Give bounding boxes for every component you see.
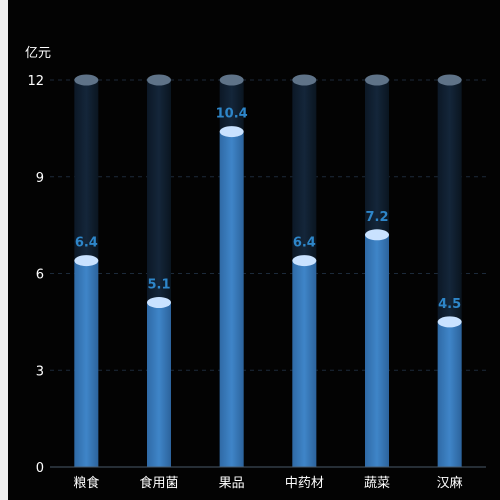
x-tick-label: 汉麻 — [437, 476, 463, 491]
bar-cap — [147, 297, 171, 309]
x-tick-label: 食用菌 — [139, 475, 178, 491]
grid-layer — [50, 79, 486, 371]
data-label: 7.2 — [365, 210, 388, 225]
bar-cap — [365, 229, 389, 241]
bar-cap — [292, 255, 317, 267]
y-tick-label: 12 — [27, 74, 44, 89]
bar-cap — [437, 316, 462, 328]
data-label: 6.4 — [293, 236, 316, 251]
bar-track-cap — [147, 74, 171, 86]
bar — [219, 131, 244, 467]
bar-chart: 6.4 5.1 10.4 6.4 7.2 4.5 亿元 0 3 6 9 12 粮食 食用菌 果品 中药材 蔬… — [25, 46, 486, 491]
y-axis-unit-label: 亿元 — [25, 46, 51, 61]
x-tick-label: 蔬菜 — [364, 476, 390, 491]
data-label: 6.4 — [75, 236, 98, 251]
y-tick-label: 0 — [36, 461, 44, 476]
bar-track-cap — [437, 74, 462, 86]
x-tick-label: 粮食 — [73, 475, 99, 491]
data-label: 5.1 — [147, 278, 170, 293]
x-tick-label: 中药材 — [285, 476, 324, 491]
bar-track-cap — [74, 74, 99, 86]
bar — [437, 321, 462, 467]
bar-track-cap — [292, 74, 317, 86]
bar-layer — [74, 126, 462, 467]
bar-track-cap — [219, 74, 244, 86]
y-tick-label: 6 — [36, 268, 44, 283]
data-label: 10.4 — [216, 107, 248, 122]
bar-cap — [219, 126, 244, 138]
chart-panel: 6.4 5.1 10.4 6.4 7.2 4.5 亿元 0 3 6 9 12 粮食 食用菌 果品 中药材 蔬… — [8, 0, 500, 500]
bar — [74, 260, 99, 467]
axis-layer: 亿元 0 3 6 9 12 粮食 食用菌 果品 中药材 蔬菜 汉麻 — [25, 46, 486, 491]
bar — [365, 234, 389, 467]
bar-cap — [74, 255, 99, 267]
label-layer: 6.4 5.1 10.4 6.4 7.2 4.5 — [75, 107, 461, 312]
bar — [147, 302, 171, 467]
x-tick-label: 果品 — [219, 476, 245, 491]
y-tick-label: 3 — [36, 364, 44, 379]
bar-track-cap — [365, 74, 389, 86]
data-label: 4.5 — [438, 297, 461, 312]
track-layer — [74, 74, 462, 467]
y-tick-label: 9 — [36, 171, 44, 186]
bar — [292, 260, 317, 467]
